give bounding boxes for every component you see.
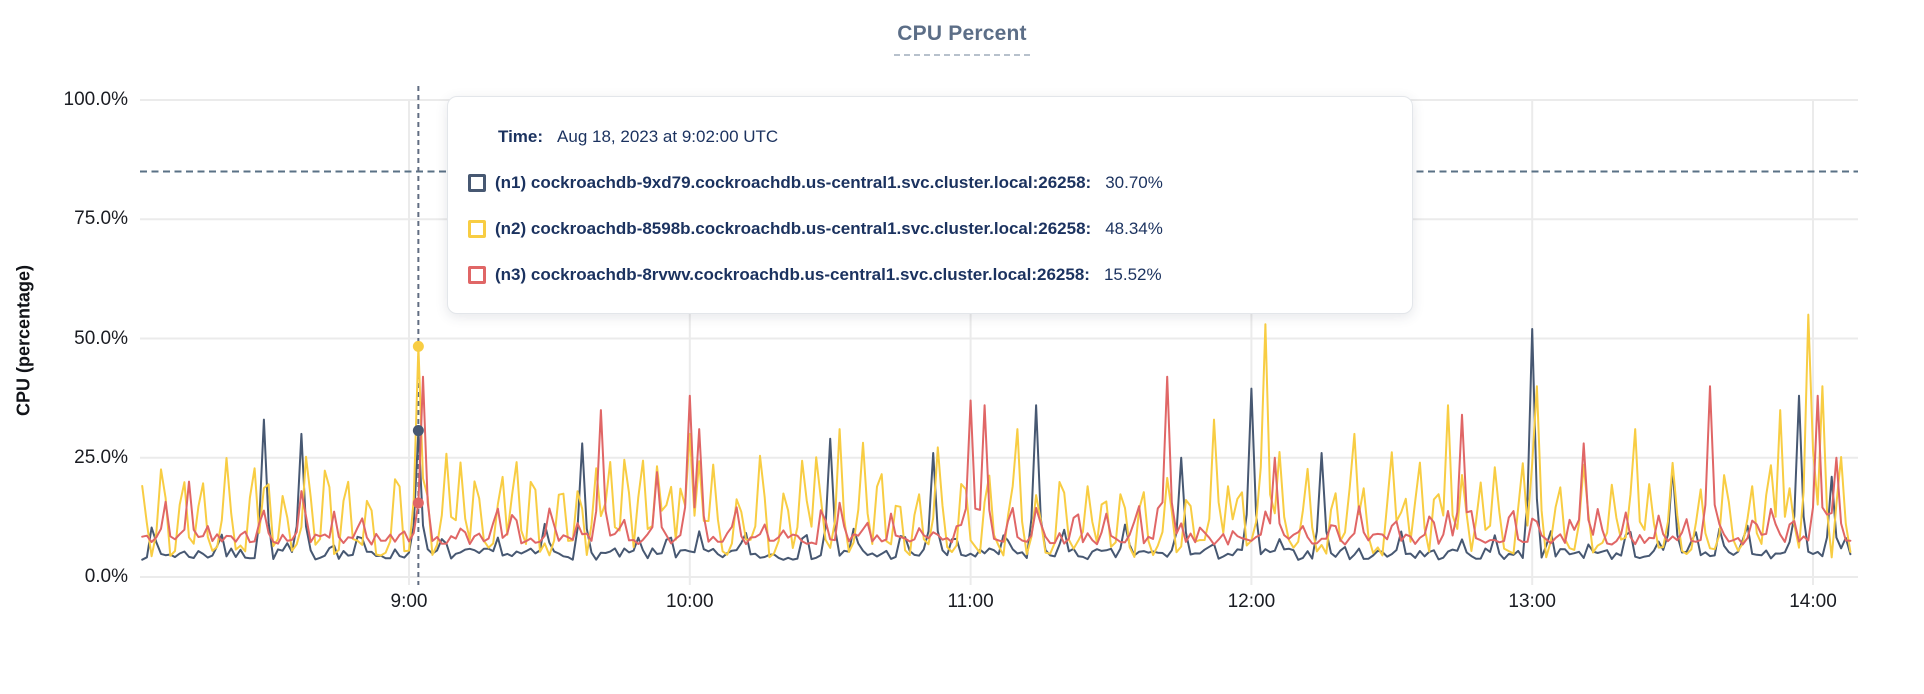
x-tick-label: 11:00	[947, 591, 994, 612]
series-n3-label: (n3) cockroachdb-8rvwv.cockroachdb.us-ce…	[495, 265, 1090, 284]
hover-tooltip: Time: Aug 18, 2023 at 9:02:00 UTC (n1) c…	[447, 96, 1413, 314]
series-n3-swatch-icon	[468, 266, 486, 284]
tooltip-series-row-n1: (n1) cockroachdb-9xd79.cockroachdb.us-ce…	[468, 173, 1388, 193]
tooltip-time-value: Aug 18, 2023 at 9:02:00 UTC	[557, 127, 779, 146]
series-n2-value: 48.34%	[1105, 219, 1163, 238]
x-tick-label: 14:00	[1789, 591, 1837, 612]
y-tick-label: 100.0%	[63, 89, 128, 110]
y-tick-label: 0.0%	[84, 566, 128, 587]
series-n1-label: (n1) cockroachdb-9xd79.cockroachdb.us-ce…	[495, 173, 1092, 192]
x-tick-label: 12:00	[1227, 591, 1276, 612]
x-tick-label: 9:00	[390, 591, 428, 612]
y-tick-label: 25.0%	[74, 446, 128, 468]
y-tick-label: 50.0%	[74, 327, 128, 349]
y-tick-label: 75.0%	[74, 208, 128, 230]
tooltip-time-row: Time: Aug 18, 2023 at 9:02:00 UTC	[498, 127, 1388, 147]
chart-title: CPU Percent	[894, 22, 1030, 56]
series-n2-label: (n2) cockroachdb-8598b.cockroachdb.us-ce…	[495, 219, 1092, 238]
series-n1-value: 30.70%	[1105, 173, 1163, 192]
x-tick-label: 10:00	[666, 591, 714, 612]
series-n3-value: 15.52%	[1103, 265, 1162, 284]
series-n2-swatch-icon	[468, 220, 486, 238]
tooltip-series-row-n2: (n2) cockroachdb-8598b.cockroachdb.us-ce…	[468, 219, 1388, 239]
tooltip-time-label: Time:	[498, 127, 544, 146]
x-tick-label: 13:00	[1508, 591, 1556, 612]
series-n1-swatch-icon	[468, 174, 486, 192]
tooltip-series-row-n3: (n3) cockroachdb-8rvwv.cockroachdb.us-ce…	[468, 265, 1388, 285]
chart-title-wrap: CPU Percent	[0, 22, 1924, 56]
